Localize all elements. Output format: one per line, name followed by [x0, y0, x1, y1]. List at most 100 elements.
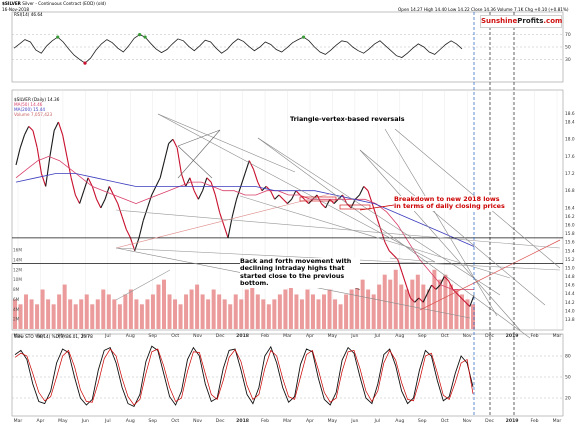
sto-legend: Slow STO %K(14) %D(3) 36.01, 25.78	[14, 334, 93, 339]
price-segment	[252, 169, 259, 183]
price-segment	[202, 177, 208, 191]
x-tick-label: Jul	[374, 418, 381, 424]
volume-bar	[239, 299, 244, 329]
price-segment	[452, 288, 458, 295]
x-tick-label-mid: 2019	[506, 333, 519, 339]
price-segment	[155, 177, 161, 187]
volume-bar	[415, 274, 420, 329]
x-tick-label: Nov	[193, 418, 202, 424]
price-segment	[354, 194, 360, 200]
price-segment	[223, 224, 229, 239]
sto-tick-label: 20	[565, 396, 571, 402]
trendline-j	[115, 193, 331, 249]
price-segment	[248, 160, 254, 170]
x-tick-label-mid: Jun	[81, 333, 89, 339]
price-segment	[448, 280, 454, 290]
price-tick-label: 16.8	[565, 188, 575, 194]
volume-bar	[432, 269, 437, 329]
rsi-line	[13, 34, 463, 64]
header-symbol: $SILVER	[2, 1, 21, 6]
volume-bar	[195, 284, 200, 329]
price-segment	[397, 259, 403, 273]
price-segment	[185, 177, 191, 187]
trendline-c	[257, 137, 501, 296]
x-tick-label: 2018	[236, 418, 249, 424]
volume-bar	[233, 294, 238, 329]
price-segment	[32, 130, 38, 148]
volume-bar	[459, 294, 464, 329]
price-segment	[62, 134, 68, 157]
brand-part-2: Profits	[517, 17, 544, 25]
highlight-box-1	[339, 204, 371, 210]
x-tick-label: Oct	[441, 418, 449, 424]
brand-part-3: .com	[543, 17, 563, 25]
price-tick-label: 18.6	[565, 111, 575, 117]
price-segment	[117, 203, 123, 217]
x-tick-label: Dec	[216, 418, 225, 424]
price-tick-label: 15.8	[565, 231, 575, 237]
price-tick-label: 15.6	[565, 240, 575, 246]
x-tick-label-mid: Jul	[374, 333, 381, 339]
trendline-e	[359, 149, 546, 306]
x-tick-label: 2019	[506, 418, 519, 424]
price-segment	[121, 216, 127, 230]
price-segment	[257, 181, 263, 191]
rsi-overbought-mark	[301, 35, 306, 39]
price-segment	[375, 216, 382, 230]
trendline-f	[359, 149, 521, 331]
volume-tick-label: 14M	[13, 257, 22, 262]
price-segment	[269, 190, 276, 200]
price-segment	[388, 250, 394, 256]
price-tick-label: 17.2	[565, 171, 575, 177]
volume-tick-label: 4M	[13, 307, 20, 312]
price-segment	[57, 121, 64, 136]
volume-bar	[228, 304, 233, 329]
price-segment	[113, 194, 119, 204]
price-segment	[431, 284, 437, 290]
price-segment	[125, 229, 131, 239]
x-tick-label-mid: Aug	[395, 333, 404, 339]
volume-bar	[134, 299, 139, 329]
triangle-side-1	[177, 145, 213, 179]
price-segment	[219, 211, 225, 226]
price-segment	[49, 130, 55, 157]
volume-bar	[410, 279, 415, 329]
x-tick-label: Mar	[283, 418, 292, 424]
ma50-legend: MA(50) 14.46	[14, 102, 43, 107]
price-segment	[460, 297, 466, 303]
price-segment	[74, 194, 81, 204]
price-segment	[295, 190, 301, 196]
price-segment	[333, 198, 339, 204]
volume-bar	[189, 289, 194, 329]
volume-bar	[454, 289, 459, 329]
price-segment	[108, 186, 115, 196]
price-segment	[337, 194, 343, 200]
price-segment	[359, 186, 365, 196]
ma50-line	[15, 155, 474, 290]
volume-bar	[123, 294, 128, 329]
x-tick-label: Feb	[530, 418, 538, 424]
trendline-p	[115, 269, 171, 301]
highlight-box-2	[299, 196, 337, 202]
volume-bar	[178, 304, 183, 329]
volume-bar	[79, 299, 84, 329]
volume-bar	[112, 299, 117, 329]
volume-bar	[443, 274, 448, 329]
volume-bar	[393, 269, 398, 329]
x-tick-label: Sep	[148, 418, 157, 424]
price-tick-label: 18.4	[565, 120, 575, 126]
volume-bar	[371, 294, 376, 329]
price-segment	[278, 194, 284, 200]
price-segment	[138, 220, 144, 239]
rsi-overbought-mark	[56, 35, 60, 39]
volume-bar	[35, 304, 40, 329]
ma200-legend: MA(200) 15.44	[14, 107, 46, 112]
volume-bar	[73, 304, 78, 329]
volume-tick-label: 2M	[13, 317, 20, 322]
price-segment	[83, 177, 89, 191]
volume-bar	[200, 294, 205, 329]
x-tick-label: Jul	[104, 418, 111, 424]
price-segment	[100, 199, 106, 209]
price-segment	[176, 147, 182, 174]
price-tick-label: 17.6	[565, 154, 575, 160]
